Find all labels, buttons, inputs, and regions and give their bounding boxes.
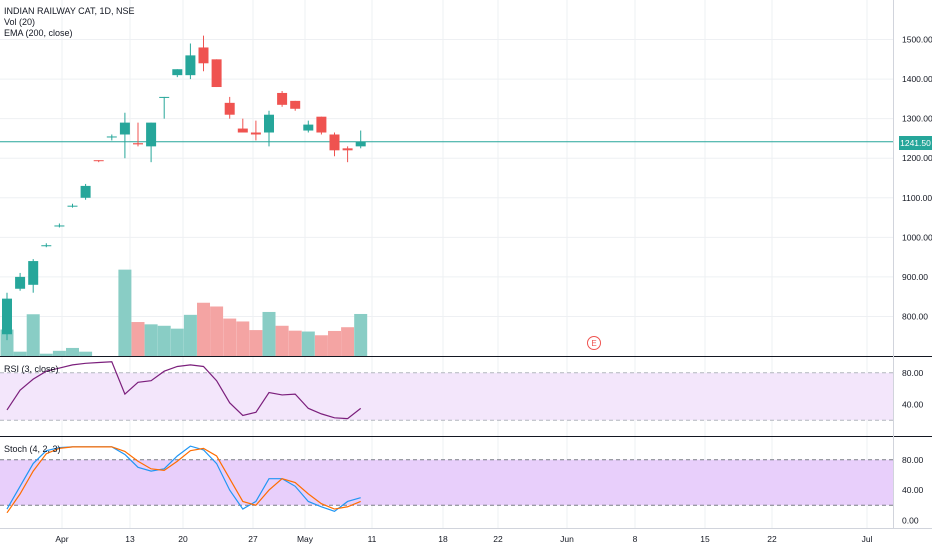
volume-bar xyxy=(301,331,315,356)
time-tick-label: 20 xyxy=(178,534,188,544)
price-tick-label: 800.00 xyxy=(902,311,928,321)
time-tick-label: 13 xyxy=(125,534,135,544)
volume-bar xyxy=(210,306,224,356)
time-tick-label: Jun xyxy=(560,534,574,544)
price-tick-label: 1300.00 xyxy=(902,114,932,124)
time-tick-label: Jul xyxy=(862,534,873,544)
candle-body xyxy=(264,114,274,133)
candle-body xyxy=(119,122,130,135)
candle-body xyxy=(2,298,12,335)
price-tick-label: 900.00 xyxy=(902,272,928,282)
volume-bar xyxy=(157,325,171,356)
stoch-tick-label: 0.00 xyxy=(902,515,919,525)
volume-bar xyxy=(39,353,53,356)
volume-bar xyxy=(66,347,79,356)
time-tick-label: 11 xyxy=(368,534,377,544)
ema-legend: EMA (200, close) xyxy=(4,28,73,38)
candle-body xyxy=(329,134,340,151)
candle-body xyxy=(290,100,301,109)
candle-body xyxy=(41,245,52,247)
volume-bar xyxy=(223,318,237,356)
price-tick-label: 1100.00 xyxy=(902,193,932,203)
candle-body xyxy=(67,205,78,207)
stoch-tick-label: 80.00 xyxy=(902,455,924,465)
rsi-legend: RSI (3, close) xyxy=(4,364,59,374)
candle-body xyxy=(80,185,91,198)
volume-bar xyxy=(328,330,341,356)
price-tick-label: 1200.00 xyxy=(902,153,932,163)
time-tick-label: 27 xyxy=(248,534,258,544)
volume-bar xyxy=(79,351,93,356)
candle-body xyxy=(342,148,353,151)
volume-bar xyxy=(26,314,40,356)
candle-body xyxy=(316,116,327,133)
last-price-tag: 1241.50 xyxy=(899,136,932,150)
time-tick-label: 22 xyxy=(767,534,777,544)
candle-body xyxy=(159,96,170,98)
candle-body xyxy=(146,122,157,147)
volume-bar xyxy=(354,313,368,356)
candle-body xyxy=(237,128,248,133)
candle-body xyxy=(211,59,222,88)
volume-bar xyxy=(288,330,302,356)
volume-bar xyxy=(262,311,276,356)
candle-body xyxy=(15,276,26,289)
volume-bar xyxy=(183,314,197,356)
time-tick-label: 8 xyxy=(633,534,638,544)
volume-bar xyxy=(118,269,132,356)
candle-body xyxy=(93,160,104,162)
candle-body xyxy=(133,143,143,145)
candle-body xyxy=(172,69,183,76)
candle-body xyxy=(355,141,366,147)
price-tick-label: 1400.00 xyxy=(902,74,932,84)
time-tick-label: 15 xyxy=(700,534,710,544)
time-tick-label: May xyxy=(297,534,314,544)
volume-bar xyxy=(197,302,210,356)
symbol-title: INDIAN RAILWAY CAT, 1D, NSE xyxy=(4,6,135,16)
candle-body xyxy=(303,124,314,131)
volume-bar xyxy=(249,330,263,356)
volume-bar xyxy=(0,329,14,356)
rsi-tick-label: 80.00 xyxy=(902,368,924,378)
candle-body xyxy=(277,92,288,105)
time-tick-label: Apr xyxy=(55,534,68,544)
rsi-line xyxy=(6,361,362,420)
volume-bar xyxy=(52,350,66,356)
legend-panel: INDIAN RAILWAY CAT, 1D, NSE Vol (20) EMA… xyxy=(4,6,135,39)
time-tick-label: 18 xyxy=(438,534,448,544)
candle-body xyxy=(250,132,261,135)
price-tick-label: 1000.00 xyxy=(902,232,932,242)
time-tick-label: 22 xyxy=(493,534,503,544)
volume-bar xyxy=(314,335,328,356)
stoch-tick-label: 40.00 xyxy=(902,485,924,495)
volume-bar xyxy=(275,325,289,356)
volume-bar xyxy=(170,328,184,356)
volume-legend: Vol (20) xyxy=(4,17,36,27)
volume-bar xyxy=(13,351,27,356)
volume-bar xyxy=(144,324,158,356)
volume-bar xyxy=(131,322,145,356)
rsi-tick-label: 40.00 xyxy=(902,399,924,409)
stoch-d-line xyxy=(6,446,361,514)
candle-body xyxy=(224,102,235,115)
candle-body xyxy=(54,225,65,227)
candle-body xyxy=(198,47,209,64)
volume-bar xyxy=(341,327,355,356)
candle-body xyxy=(28,261,39,285)
volume-bar xyxy=(236,321,250,356)
candle-body xyxy=(106,136,117,138)
stoch-band xyxy=(0,459,893,506)
earnings-marker-icon[interactable]: E xyxy=(587,336,601,350)
stoch-legend: Stoch (4, 2, 3) xyxy=(4,444,61,454)
candle-body xyxy=(185,55,196,76)
price-tick-label: 1500.00 xyxy=(902,35,932,45)
